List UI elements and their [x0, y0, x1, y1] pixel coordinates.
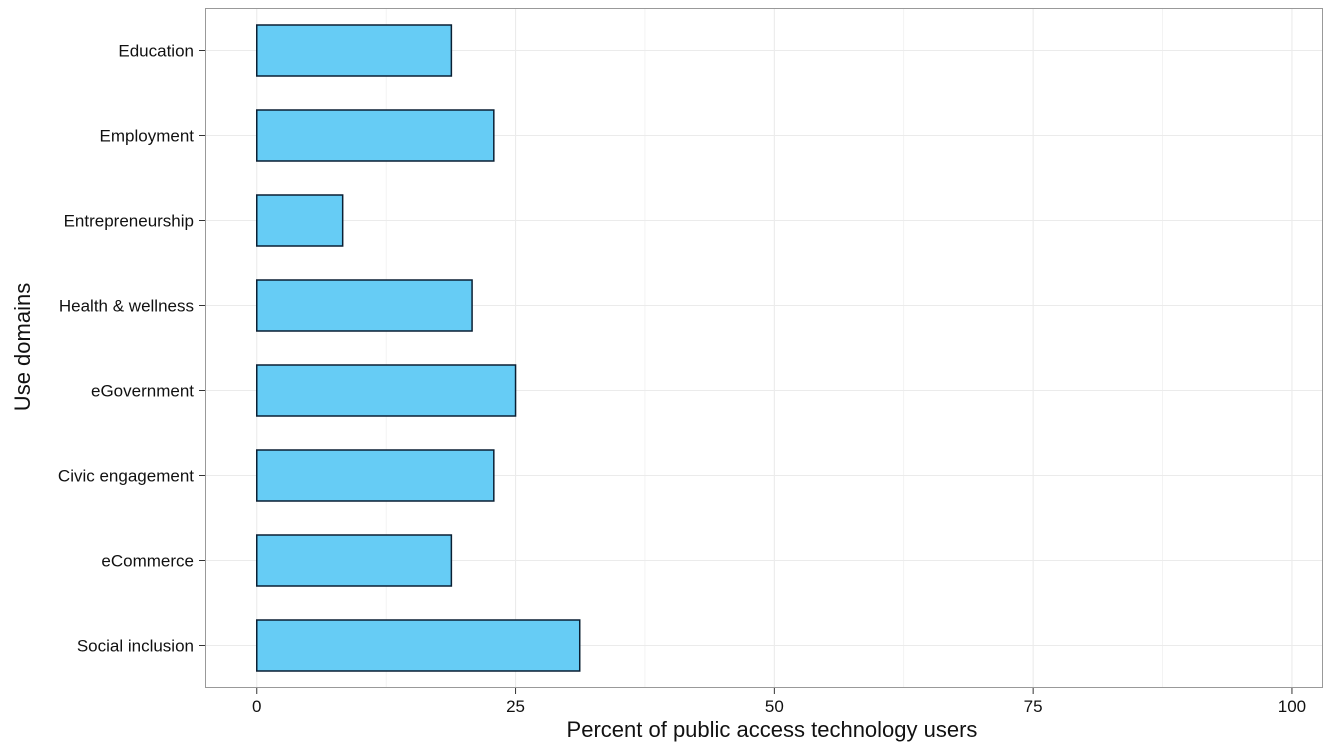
bar-egovernment: [256, 364, 517, 417]
x-tick-label: 0: [252, 697, 261, 716]
y-tick-label: eGovernment: [91, 382, 194, 401]
x-tick-label: 50: [765, 697, 784, 716]
y-tick-label: Civic engagement: [58, 467, 194, 486]
bar-education: [256, 24, 453, 77]
x-tick-label: 100: [1278, 697, 1306, 716]
y-tick-label: Employment: [100, 127, 195, 146]
y-tick-label: eCommerce: [101, 552, 194, 571]
x-tick-label: 25: [506, 697, 525, 716]
y-tick-label: Education: [118, 42, 194, 61]
bar-employment: [256, 109, 495, 162]
y-tick-label: Health & wellness: [59, 297, 194, 316]
bar-ecommerce: [256, 534, 453, 587]
bars-layer: [256, 24, 581, 672]
bar-health-wellness: [256, 279, 473, 332]
x-tick-label: 75: [1024, 697, 1043, 716]
bar-social-inclusion: [256, 619, 581, 672]
x-axis-title: Percent of public access technology user…: [567, 717, 978, 742]
y-axis-title: Use domains: [10, 283, 35, 411]
panel-border: [205, 8, 1323, 688]
y-tick-label: Social inclusion: [77, 637, 194, 656]
y-axis: Education Employment Entrepreneurship Healt…: [58, 42, 205, 656]
bar-civic-engagement: [256, 449, 495, 502]
bar-entrepreneurship: [256, 194, 344, 247]
x-axis: 0 25 50 75 100: [252, 688, 1306, 716]
y-tick-label: Entrepreneurship: [64, 212, 194, 231]
